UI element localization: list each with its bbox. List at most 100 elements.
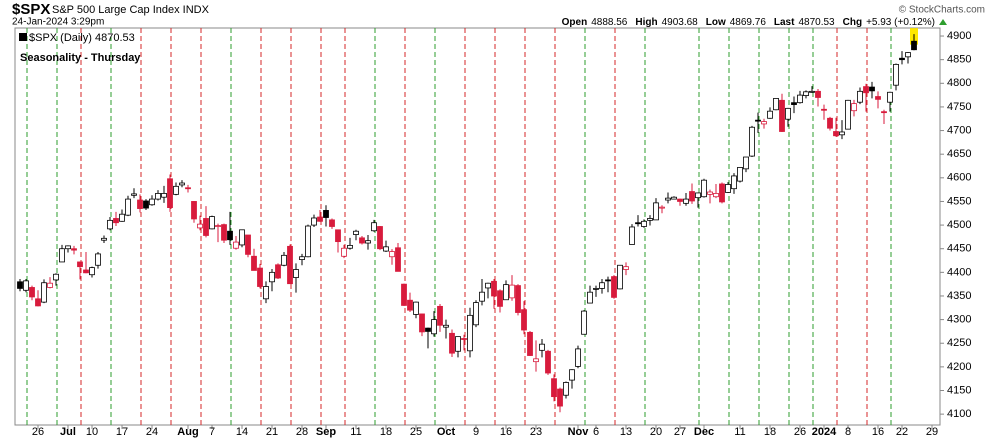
candle-body [227, 230, 233, 241]
x-tick-label: 18 [764, 426, 776, 438]
candle-body [155, 193, 161, 200]
candle-body [443, 324, 449, 328]
candle-body [731, 175, 737, 190]
candle-body [95, 253, 101, 266]
candle-body [53, 273, 59, 281]
candle-body [491, 280, 497, 297]
x-tick-label: Sep [316, 426, 336, 438]
candle-body [269, 271, 275, 283]
candle-body [743, 156, 749, 170]
x-tick-label: 27 [674, 426, 686, 438]
candle-body [353, 230, 359, 235]
candle-body [47, 282, 53, 288]
up-arrow [939, 19, 947, 25]
candle-body [761, 121, 767, 125]
candle-body [251, 255, 257, 271]
candle-body [713, 193, 719, 198]
candle-body [407, 299, 413, 311]
candle-body [815, 90, 821, 98]
quote-value: 4870.53 [798, 17, 835, 28]
x-tick-label: 20 [650, 426, 662, 438]
candle-body [257, 267, 263, 287]
y-tick-label: 4400 [947, 266, 971, 278]
candle-body [185, 187, 191, 190]
x-tick-label: 17 [116, 426, 128, 438]
candle-body [737, 167, 743, 182]
x-tick-label: 16 [500, 426, 512, 438]
candle-body [623, 266, 629, 270]
candle-body [605, 279, 611, 282]
x-tick-label: 26 [794, 426, 806, 438]
y-tick-label: 4850 [947, 54, 971, 66]
candle-body [809, 90, 815, 93]
candle-body [851, 103, 857, 112]
candle-body [557, 388, 563, 407]
y-tick-label: 4900 [947, 30, 971, 42]
quote-label: Low [706, 17, 726, 28]
candle-body [323, 210, 329, 218]
x-tick-label: 9 [473, 426, 479, 438]
candle-body [707, 191, 713, 195]
candle-body [119, 213, 125, 222]
candle-body [209, 216, 215, 230]
y-tick-label: 4150 [947, 384, 971, 396]
x-tick-label: 14 [236, 426, 248, 438]
date: 24-Jan-2024 3:29pm [12, 17, 104, 28]
quote-label: Open [562, 17, 588, 28]
candle-body [467, 314, 473, 352]
candle-body [287, 245, 293, 285]
candle-body [83, 269, 89, 274]
candle-body [539, 343, 545, 351]
candle-body [785, 107, 791, 120]
candle-body [437, 305, 443, 326]
x-tick-label: Jul [60, 426, 76, 438]
candle-body [281, 254, 287, 266]
quote: Open 4888.56 High 4903.68 Low 4869.76 Last 4870… [562, 17, 935, 28]
x-tick-label: 25 [410, 426, 422, 438]
candle-body [305, 225, 311, 258]
candle-body [881, 111, 887, 114]
candle-body [383, 246, 389, 252]
candle-body [503, 284, 509, 301]
candle-body [875, 96, 881, 100]
candle-body [401, 283, 407, 306]
candle-body [173, 185, 179, 195]
y-tick-label: 4650 [947, 148, 971, 160]
candle-body [365, 240, 371, 244]
x-tick-label: 24 [146, 426, 158, 438]
x-tick-label: Oct [437, 426, 456, 438]
candle-body [299, 256, 305, 260]
candle-body [887, 91, 893, 103]
candle-body [167, 178, 173, 208]
candle-body [497, 290, 503, 307]
y-tick-label: 4100 [947, 408, 971, 420]
candle-body [911, 40, 917, 51]
x-tick-label: 23 [530, 426, 542, 438]
y-tick-label: 4450 [947, 243, 971, 255]
y-tick-label: 4800 [947, 77, 971, 89]
candle-body [221, 224, 227, 241]
candle-body [587, 291, 593, 304]
candle-body [635, 222, 641, 225]
x-tick-label: Aug [177, 426, 198, 438]
candle-body [749, 126, 755, 157]
candle-body [779, 99, 785, 132]
y-tick-label: 4300 [947, 314, 971, 326]
legend-swatch [19, 33, 27, 41]
symbol: $SPX [12, 1, 50, 18]
candle-body [593, 288, 599, 290]
candle-body [683, 198, 689, 204]
candle-body [611, 276, 617, 298]
candle-body [131, 193, 137, 196]
candle-body [671, 196, 677, 200]
candle-body [791, 102, 797, 105]
candle-body [71, 248, 77, 251]
security-name: S&P 500 Large Cap Index INDX [52, 4, 210, 16]
quote-label: Last [774, 17, 795, 28]
candle-body [113, 218, 119, 224]
candle-body [359, 237, 365, 244]
quote-value: 4903.68 [662, 17, 699, 28]
candle-body [473, 302, 479, 326]
